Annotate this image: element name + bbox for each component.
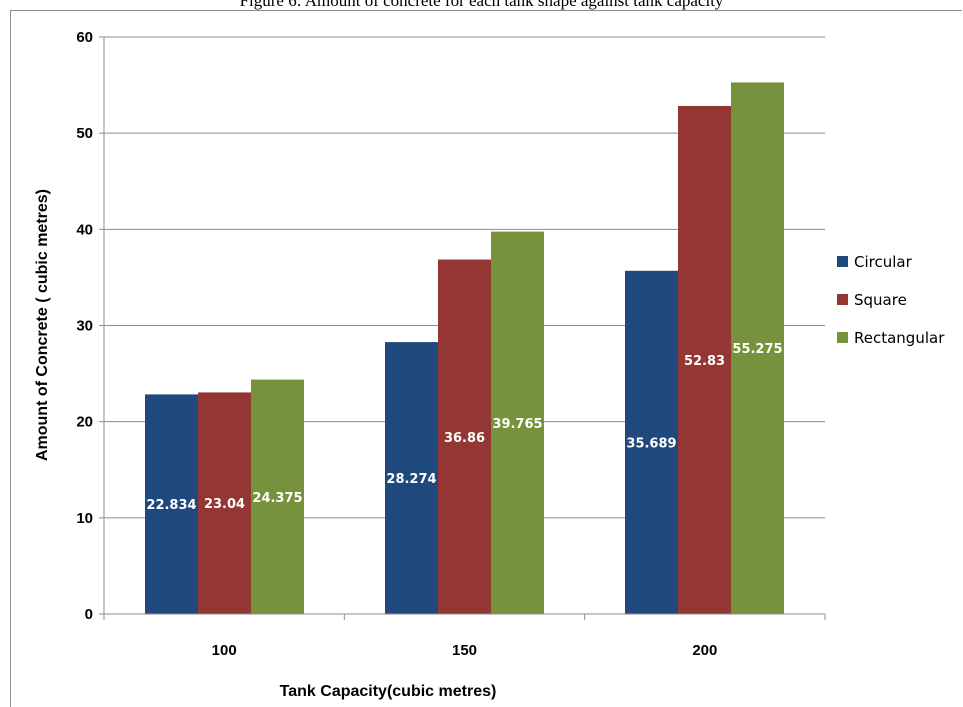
legend-label-square: Square [854, 291, 907, 309]
data-label: 35.689 [626, 436, 676, 451]
y-tick-label: 30 [76, 318, 93, 335]
legend-swatch-rectangular [837, 332, 848, 343]
y-tick-label: 60 [76, 29, 93, 46]
x-tick-label: 200 [692, 642, 717, 659]
bars [145, 82, 784, 615]
bar-square-200 [678, 105, 731, 614]
y-tick-label: 50 [76, 125, 93, 142]
data-label: 24.375 [252, 491, 302, 506]
bar-circular-200 [625, 270, 678, 614]
chart-frame [10, 10, 962, 707]
y-tick-label: 0 [85, 606, 93, 623]
legend-label-circular: Circular [854, 253, 913, 271]
legend-swatch-square [837, 294, 848, 305]
legend: Circular Square Rectangular [837, 253, 945, 347]
data-labels: 22.834 28.274 35.689 23.04 36.86 52.83 24.375 3… [146, 342, 782, 513]
y-tick-label: 40 [76, 221, 93, 238]
figure-caption: Figure 6: Amount of concrete for each ta… [239, 0, 724, 10]
bar-square-100 [198, 392, 251, 614]
bar-circular-150 [385, 342, 438, 614]
x-axis-title: Tank Capacity(cubic metres) [280, 683, 497, 700]
data-label: 23.04 [204, 497, 245, 512]
y-axis-title: Amount of Concrete ( cubic metres) [34, 189, 51, 461]
bar-rectangular-100 [251, 379, 304, 614]
bar-circular-100 [145, 394, 198, 614]
x-tick-label: 100 [212, 642, 237, 659]
bar-square-150 [438, 259, 491, 614]
axes: 0 10 20 30 40 50 60 100 150 200 [76, 29, 826, 659]
data-label: 39.765 [492, 417, 542, 432]
data-label: 28.274 [386, 472, 436, 487]
data-label: 36.86 [444, 431, 485, 446]
y-tick-label: 20 [76, 414, 93, 431]
data-label: 52.83 [684, 354, 725, 369]
legend-swatch-circular [837, 256, 848, 267]
bar-rectangular-150 [491, 231, 544, 614]
data-label: 55.275 [732, 342, 782, 357]
x-tick-label: 150 [452, 642, 477, 659]
legend-label-rectangular: Rectangular [854, 329, 945, 347]
y-tick-label: 10 [76, 510, 93, 527]
data-label: 22.834 [146, 498, 196, 513]
bar-rectangular-200 [731, 82, 784, 615]
